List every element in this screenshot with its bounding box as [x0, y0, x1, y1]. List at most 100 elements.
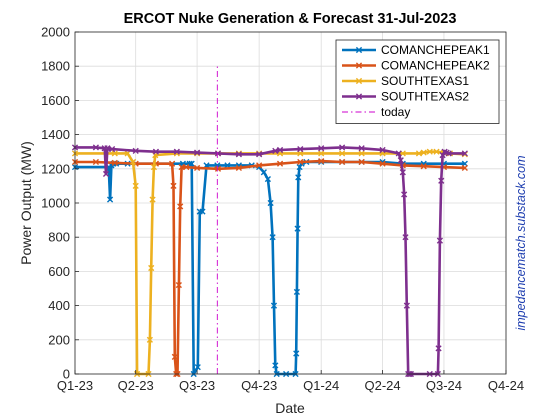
y-tick-label: 2000 — [41, 25, 70, 40]
data-point-southtexas2 — [272, 147, 279, 154]
data-point-southtexas1 — [339, 150, 346, 157]
data-point-southtexas2 — [395, 150, 402, 157]
data-point-southtexas1 — [420, 149, 427, 156]
data-point-comanchepeak1 — [199, 208, 206, 215]
data-point-southtexas1 — [150, 163, 158, 171]
data-point-comanchepeak2 — [318, 158, 325, 165]
legend-label-today: today — [381, 105, 410, 119]
data-point-comanchepeak2 — [297, 158, 304, 166]
data-point-comanchepeak1 — [264, 175, 271, 183]
data-point-comanchepeak1 — [270, 302, 278, 309]
chart-title: ERCOT Nuke Generation & Forecast 31-Jul-… — [124, 11, 457, 27]
y-axis-title: Power Output (MW) — [18, 141, 34, 265]
legend-marker-southtexas1 — [355, 77, 363, 85]
x-tick-label: Q1-24 — [303, 378, 339, 393]
data-point-southtexas2 — [339, 144, 346, 151]
y-tick-label: 800 — [48, 230, 70, 245]
data-point-comanchepeak2 — [214, 165, 222, 172]
data-point-comanchepeak2 — [183, 163, 190, 171]
data-point-comanchepeak2 — [111, 159, 118, 166]
data-point-southtexas1 — [426, 148, 433, 155]
data-point-southtexas1 — [111, 150, 118, 157]
data-point-southtexas2 — [256, 151, 263, 158]
data-point-southtexas2 — [318, 145, 325, 152]
data-point-comanchepeak2 — [420, 163, 427, 170]
y-tick-label: 200 — [48, 332, 70, 347]
legend-label-comanchepeak1: COMANCHEPEAK1 — [381, 43, 490, 57]
data-point-southtexas2 — [92, 144, 100, 151]
series-line-comanchepeak2 — [75, 159, 465, 376]
y-tick-label: 1000 — [41, 196, 70, 211]
x-tick-label: Q2-23 — [118, 378, 154, 393]
data-point-comanchepeak1 — [293, 288, 301, 296]
data-point-southtexas2 — [438, 177, 445, 184]
data-point-southtexas2 — [402, 234, 409, 241]
data-point-southtexas2 — [439, 152, 446, 159]
data-point-southtexas2 — [403, 302, 410, 309]
y-tick-label: 0 — [63, 367, 70, 382]
data-point-southtexas2 — [401, 191, 408, 198]
data-point-comanchepeak1 — [295, 174, 302, 181]
data-point-comanchepeak2 — [175, 281, 182, 289]
data-point-southtexas2 — [214, 150, 222, 157]
data-point-comanchepeak2 — [169, 160, 176, 167]
watermark-text: impedancematch.substack.com — [514, 155, 528, 330]
data-point-comanchepeak1 — [272, 362, 279, 369]
data-point-comanchepeak2 — [193, 164, 201, 172]
x-tick-label: Q3-23 — [179, 378, 215, 393]
data-point-comanchepeak1 — [296, 163, 303, 171]
data-point-southtexas1 — [415, 150, 423, 157]
data-point-comanchepeak1 — [294, 225, 301, 232]
data-point-southtexas1 — [124, 150, 131, 157]
data-point-southtexas2 — [235, 151, 242, 158]
y-tick-label: 600 — [48, 264, 70, 279]
tick-layer: 0 200 400 600 800 1000 1200 1400 1600 1800 2000 Q1-… — [41, 25, 524, 394]
legend-label-comanchepeak2: COMANCHEPEAK2 — [381, 59, 490, 73]
data-point-southtexas2 — [152, 148, 160, 155]
data-point-comanchepeak2 — [177, 203, 184, 210]
data-point-southtexas2 — [297, 146, 304, 153]
data-point-comanchepeak1 — [293, 350, 300, 357]
data-point-comanchepeak2 — [235, 164, 242, 172]
data-point-southtexas1 — [146, 336, 153, 343]
y-tick-label: 400 — [48, 298, 70, 313]
data-point-comanchepeak2 — [358, 158, 365, 166]
data-point-southtexas2 — [276, 146, 284, 154]
data-point-southtexas2 — [379, 146, 386, 154]
x-tick-label: Q1-23 — [57, 378, 93, 393]
series-southtexas2 — [71, 144, 468, 378]
data-point-comanchepeak2 — [256, 162, 263, 169]
legend-marker-comanchepeak2 — [355, 62, 363, 69]
data-point-southtexas2 — [193, 149, 201, 156]
legend-marker-comanchepeak1 — [355, 46, 363, 54]
data-point-comanchepeak2 — [461, 164, 468, 172]
data-point-southtexas2 — [461, 150, 468, 157]
x-tick-label: Q2-24 — [364, 378, 400, 393]
data-point-southtexas1 — [433, 148, 440, 155]
data-point-comanchepeak1 — [260, 169, 267, 176]
data-point-southtexas1 — [148, 264, 155, 272]
data-point-southtexas1 — [149, 196, 156, 203]
data-point-southtexas2 — [445, 150, 452, 157]
legend-label-southtexas2: SOUTHTEXAS2 — [381, 90, 469, 104]
data-point-comanchepeak2 — [92, 158, 100, 166]
data-point-comanchepeak1 — [267, 199, 274, 207]
y-tick-label: 1800 — [41, 59, 70, 74]
data-point-southtexas1 — [358, 150, 365, 157]
data-point-comanchepeak2 — [178, 163, 185, 171]
data-point-comanchepeak1 — [106, 196, 114, 203]
data-point-southtexas2 — [397, 157, 404, 164]
data-point-southtexas2 — [399, 169, 406, 176]
x-tick-label: Q4-24 — [488, 378, 524, 393]
data-point-southtexas2 — [109, 146, 116, 153]
data-point-southtexas2 — [173, 148, 180, 155]
data-point-comanchepeak2 — [170, 182, 177, 189]
data-point-southtexas2 — [102, 170, 110, 178]
y-tick-label: 1200 — [41, 161, 70, 176]
data-point-southtexas1 — [129, 158, 137, 166]
y-tick-label: 1400 — [41, 127, 70, 142]
data-point-comanchepeak1 — [269, 234, 276, 241]
y-tick-label: 1600 — [41, 93, 70, 108]
data-point-southtexas2 — [104, 145, 111, 152]
